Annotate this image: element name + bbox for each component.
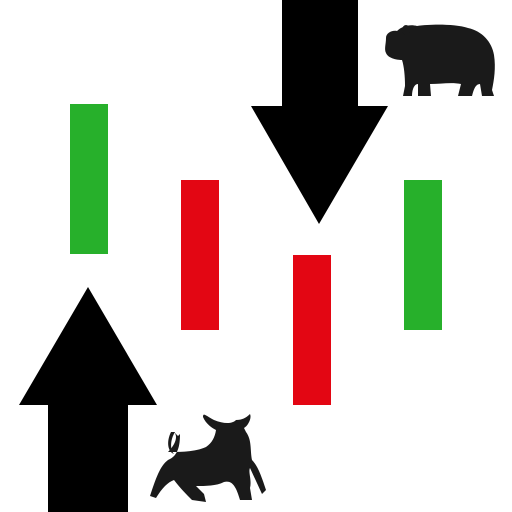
candle-2-bearish <box>181 180 219 330</box>
bull-icon <box>150 414 266 502</box>
bear-icon <box>385 24 495 96</box>
candle-4-bullish <box>404 180 442 330</box>
down-arrow-icon <box>251 0 388 224</box>
candle-1-bullish <box>70 104 108 254</box>
candle-3-bearish <box>293 255 331 405</box>
up-arrow-icon <box>19 287 157 512</box>
